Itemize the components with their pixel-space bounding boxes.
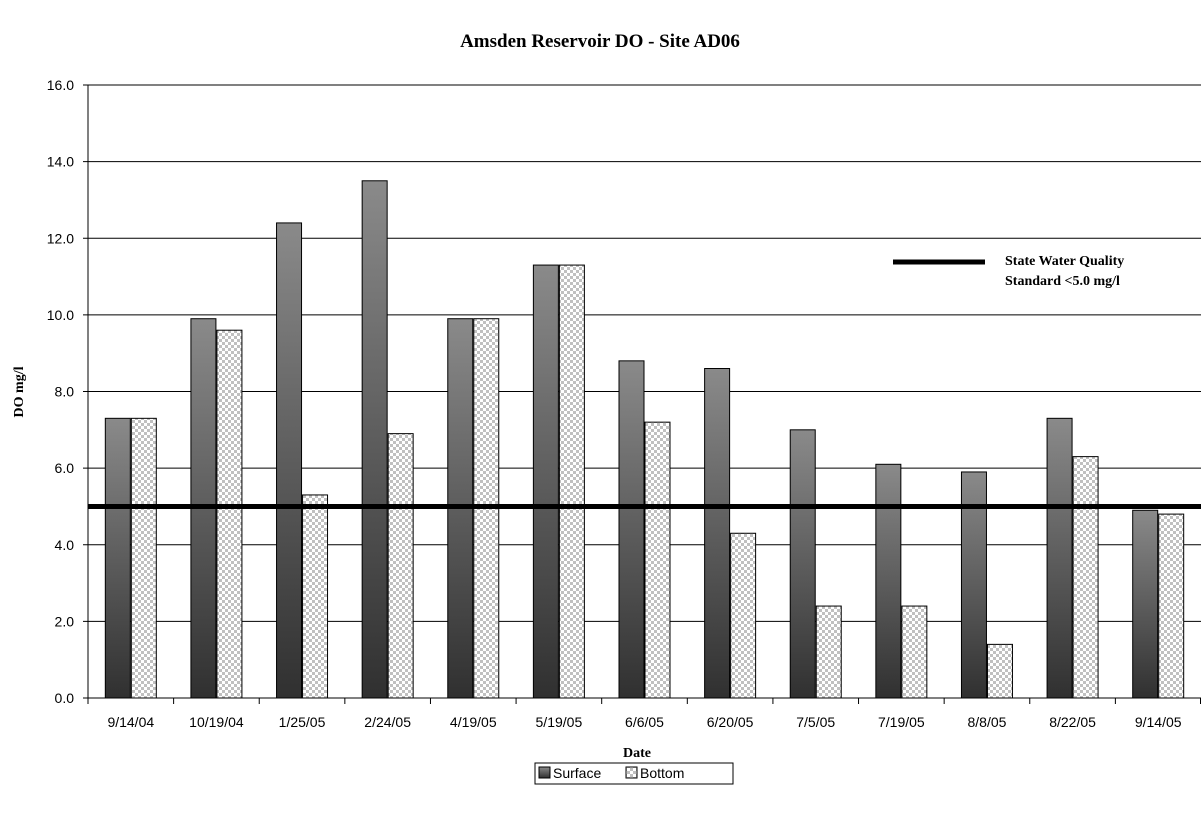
bar-surface [789,429,816,699]
y-tick-label: 8.0 [55,384,75,400]
bar-bottom [302,494,329,699]
bar-bottom [558,264,585,699]
bar-surface [1132,509,1159,699]
bar-bottom [730,532,757,699]
x-tick-label: 6/6/05 [625,714,664,730]
y-tick-labels: 0.0 2.0 4.0 6.0 8.0 10.0 12.0 14.0 16.0 [47,77,74,706]
x-tick-label: 7/5/05 [796,714,835,730]
legend-swatch-surface [538,766,551,779]
y-tick-label: 2.0 [55,613,75,629]
bar-surface [960,471,987,699]
y-tick-label: 10.0 [47,307,74,323]
bar-bottom [130,417,157,699]
y-tick-label: 0.0 [55,690,75,706]
x-tick-label: 7/19/05 [878,714,925,730]
x-tick-label: 9/14/04 [107,714,154,730]
bar-bottom [986,643,1013,699]
x-tick-label: 4/19/05 [450,714,497,730]
axes [87,85,1201,699]
bar-surface [276,222,303,699]
reference-legend: State Water Quality Standard <5.0 mg/l [893,254,1124,289]
bar-bottom [644,421,671,699]
bar-bottom [901,605,928,699]
y-tick-label: 12.0 [47,230,74,246]
x-tick-label: 6/20/05 [707,714,754,730]
y-tick-label: 14.0 [47,154,74,170]
bar-bottom [1072,456,1099,699]
bar-surface [618,360,645,699]
bar-surface [104,417,131,699]
x-tick-label: 5/19/05 [536,714,583,730]
x-tick-label: 1/25/05 [279,714,326,730]
x-tick-label: 10/19/04 [189,714,244,730]
reference-legend-label-1: State Water Quality [1005,254,1124,269]
legend-swatch-bottom [625,766,638,779]
x-tick-label: 9/14/05 [1135,714,1182,730]
x-tick-label: 2/24/05 [364,714,411,730]
legend-label-surface: Surface [553,765,601,781]
x-tick-label: 8/22/05 [1049,714,1096,730]
bar-surface [875,463,902,699]
y-tick-label: 4.0 [55,537,75,553]
y-axis-label: DO mg/l [12,366,27,417]
bar-surface [704,368,731,699]
x-tick-label: 8/8/05 [967,714,1006,730]
bars [104,180,1185,699]
x-axis-label: Date [623,746,651,761]
x-tick-labels: 9/14/04 10/19/04 1/25/05 2/24/05 4/19/05 5/19… [107,714,1181,730]
bar-bottom [216,329,243,699]
bar-bottom [815,605,842,699]
bar-bottom [387,433,414,699]
legend: Surface Bottom [534,762,734,785]
bar-bottom [1158,513,1185,699]
legend-label-bottom: Bottom [640,765,684,781]
bar-surface [361,180,388,699]
bar-surface [1046,417,1073,699]
bar-surface [532,264,559,699]
chart-title: Amsden Reservoir DO - Site AD06 [460,31,740,52]
y-tick-label: 6.0 [55,460,75,476]
reference-legend-label-2: Standard <5.0 mg/l [1005,274,1120,289]
y-tick-label: 16.0 [47,77,74,93]
